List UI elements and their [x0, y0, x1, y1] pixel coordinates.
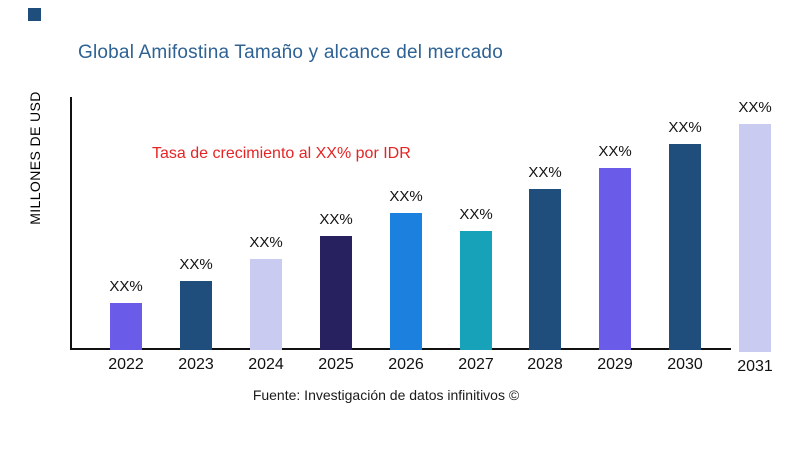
- bar-value-label: XX%: [738, 99, 772, 116]
- bar-value-label: XX%: [528, 164, 562, 181]
- bar-value-label: XX%: [109, 278, 143, 295]
- bar: [460, 231, 492, 350]
- bar-value-label: XX%: [249, 234, 283, 251]
- bar-group: XX% 2027: [458, 206, 494, 373]
- x-tick-label: 2030: [667, 356, 703, 373]
- growth-rate-annotation: Tasa de crecimiento al XX% por IDR: [152, 145, 411, 162]
- x-tick-label: 2026: [388, 356, 424, 373]
- bar-group: XX% 2030: [667, 119, 703, 373]
- brand-logo-square-icon: [28, 8, 41, 21]
- x-tick-label: 2031: [737, 358, 773, 375]
- bar-group: XX% 2023: [178, 256, 214, 373]
- bar-group: XX% 2028: [527, 164, 563, 373]
- bar-value-label: XX%: [179, 256, 213, 273]
- bar-value-label: XX%: [459, 206, 493, 223]
- bar-group: XX% 2025: [318, 211, 354, 373]
- x-tick-label: 2028: [527, 356, 563, 373]
- bar-value-label: XX%: [389, 188, 423, 205]
- y-axis-label: MILLONES DE USD: [27, 91, 43, 225]
- bar-value-label: XX%: [598, 143, 632, 160]
- x-tick-label: 2027: [458, 356, 494, 373]
- bar-group: XX% 2031: [737, 99, 773, 375]
- x-tick-label: 2024: [248, 356, 284, 373]
- bar: [739, 124, 771, 352]
- x-tick-label: 2025: [318, 356, 354, 373]
- bar-group: XX% 2024: [248, 234, 284, 373]
- bar-value-label: XX%: [319, 211, 353, 228]
- bar: [669, 144, 701, 350]
- bar: [320, 236, 352, 350]
- bar: [529, 189, 561, 350]
- bar: [250, 259, 282, 350]
- y-axis-line: [70, 97, 72, 350]
- bar: [390, 213, 422, 350]
- x-tick-label: 2029: [597, 356, 633, 373]
- bar: [110, 303, 142, 350]
- bar-group: XX% 2026: [388, 188, 424, 373]
- chart-title: Global Amifostina Tamaño y alcance del m…: [78, 42, 503, 63]
- source-attribution: Fuente: Investigación de datos infinitiv…: [252, 387, 520, 403]
- x-tick-label: 2023: [178, 356, 214, 373]
- bar-group: XX% 2029: [597, 143, 633, 373]
- x-tick-label: 2022: [108, 356, 144, 373]
- bar-value-label: XX%: [668, 119, 702, 136]
- bar: [180, 281, 212, 350]
- bar-group: XX% 2022: [108, 278, 144, 373]
- bar: [599, 168, 631, 350]
